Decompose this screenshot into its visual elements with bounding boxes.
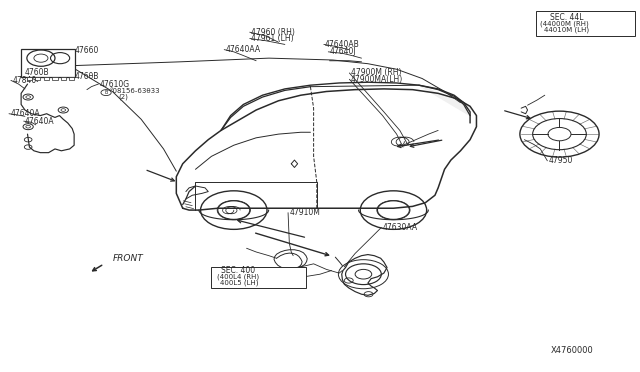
Text: SEC. 400: SEC. 400 bbox=[221, 266, 255, 275]
Text: 47610G: 47610G bbox=[100, 80, 130, 89]
Text: (2): (2) bbox=[119, 94, 129, 100]
Text: 47640A: 47640A bbox=[10, 109, 40, 118]
Bar bbox=[211, 267, 306, 288]
Bar bbox=[27, 77, 32, 80]
Text: (44000M (RH): (44000M (RH) bbox=[540, 20, 589, 27]
Text: (400L4 (RH): (400L4 (RH) bbox=[216, 273, 259, 280]
Text: SEC. 44L: SEC. 44L bbox=[550, 13, 584, 22]
Bar bbox=[35, 77, 40, 80]
Text: 400L5 (LH): 400L5 (LH) bbox=[220, 280, 258, 286]
Text: X4760000: X4760000 bbox=[551, 346, 594, 355]
Text: °08156-63θ33: °08156-63θ33 bbox=[109, 89, 160, 94]
Text: 47640AB: 47640AB bbox=[325, 40, 360, 49]
Text: 47640J: 47640J bbox=[330, 47, 356, 56]
Text: 47630AA: 47630AA bbox=[383, 223, 418, 232]
Text: 47900M (RH): 47900M (RH) bbox=[351, 68, 401, 77]
Text: 47900MA(LH): 47900MA(LH) bbox=[351, 75, 403, 84]
Text: 44010M (LH): 44010M (LH) bbox=[544, 26, 589, 33]
Bar bbox=[69, 77, 74, 80]
Text: 47640AA: 47640AA bbox=[225, 45, 260, 54]
Text: 476θB: 476θB bbox=[74, 72, 99, 81]
Bar bbox=[21, 49, 76, 77]
Text: 47961 (LH): 47961 (LH) bbox=[251, 34, 294, 43]
Text: 47660: 47660 bbox=[74, 46, 99, 55]
Text: 47910M: 47910M bbox=[289, 208, 320, 217]
Text: FRONT: FRONT bbox=[113, 254, 143, 263]
Text: 47960 (RH): 47960 (RH) bbox=[251, 28, 295, 37]
Text: 47640A: 47640A bbox=[25, 117, 54, 126]
Bar bbox=[536, 11, 635, 36]
Polygon shape bbox=[419, 85, 470, 123]
Text: 47840: 47840 bbox=[12, 76, 36, 85]
Bar bbox=[44, 77, 49, 80]
Text: 4760B: 4760B bbox=[25, 68, 49, 77]
Bar bbox=[52, 77, 58, 80]
Text: B: B bbox=[104, 90, 108, 95]
Text: 47950: 47950 bbox=[548, 156, 573, 165]
Bar bbox=[61, 77, 66, 80]
